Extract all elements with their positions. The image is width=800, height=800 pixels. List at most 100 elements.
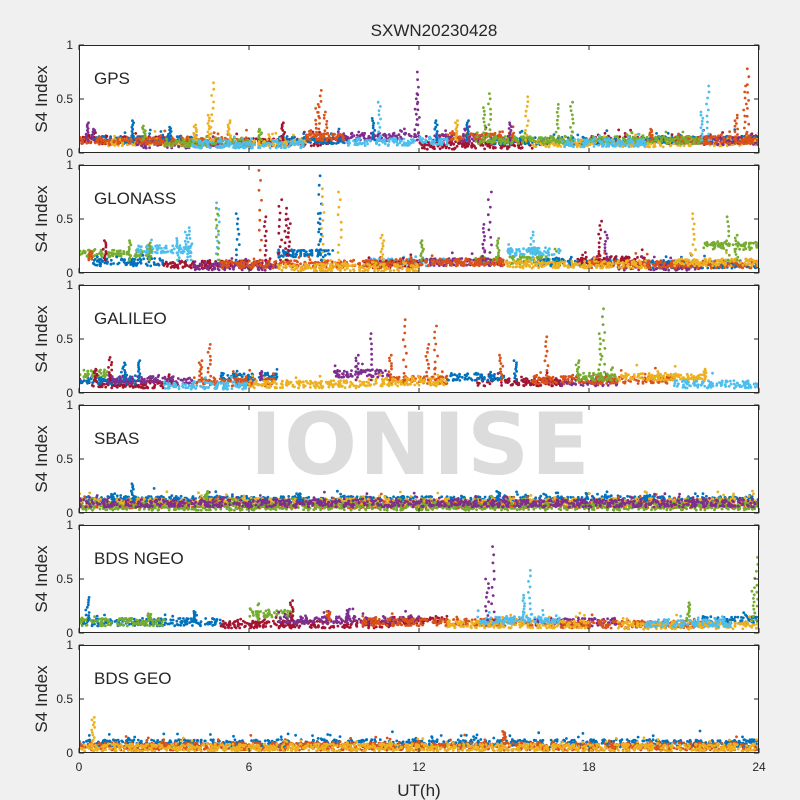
data-point [506, 134, 510, 138]
data-point [131, 132, 135, 136]
data-point [449, 131, 452, 135]
data-point [323, 129, 327, 133]
data-point [711, 247, 715, 251]
data-point [124, 263, 128, 267]
data-point [194, 135, 198, 139]
data-point [702, 142, 706, 146]
data-point [169, 145, 173, 149]
data-point [492, 142, 496, 146]
data-point [721, 131, 724, 134]
data-point [735, 122, 738, 125]
data-point [208, 146, 212, 150]
data-point [471, 133, 474, 137]
data-point [148, 146, 152, 150]
data-point [413, 107, 417, 111]
data-point [81, 142, 84, 145]
data-point [557, 138, 561, 142]
data-point [435, 134, 438, 138]
data-point [207, 119, 211, 123]
data-point [508, 255, 512, 259]
data-point [604, 138, 608, 142]
data-point [451, 137, 455, 141]
data-point [139, 248, 143, 252]
data-point [217, 140, 220, 144]
data-point [571, 121, 575, 125]
data-point [468, 135, 471, 139]
data-point [372, 121, 375, 125]
data-point [696, 142, 700, 146]
data-point [209, 138, 213, 142]
data-point [117, 261, 121, 265]
data-points [79, 169, 759, 273]
data-point [123, 131, 127, 135]
data-point [316, 103, 320, 106]
data-point [241, 146, 245, 149]
data-point [648, 138, 652, 142]
data-point [420, 139, 424, 143]
data-point [129, 263, 133, 266]
data-point [558, 249, 562, 253]
data-point [584, 139, 587, 142]
data-point [317, 127, 321, 131]
data-point [743, 96, 747, 100]
data-point [483, 147, 486, 151]
data-point [447, 141, 451, 145]
data-point [322, 116, 326, 120]
data-point [403, 264, 407, 268]
data-point [308, 253, 312, 256]
data-point [416, 138, 419, 142]
data-point [131, 123, 135, 127]
y-tick-label: 0.5 [56, 92, 73, 106]
data-point [557, 134, 561, 138]
data-point [312, 144, 316, 147]
data-point [159, 134, 163, 138]
data-point [489, 107, 492, 111]
data-point [454, 127, 458, 131]
data-point [676, 142, 680, 146]
data-point [179, 251, 183, 254]
data-point [462, 132, 465, 136]
data-point [254, 137, 258, 141]
data-point [226, 141, 230, 144]
data-point [324, 110, 327, 114]
data-point [370, 136, 374, 140]
data-point [525, 105, 529, 108]
data-point [744, 102, 748, 106]
data-point [212, 131, 216, 135]
data-point [550, 253, 554, 257]
data-point [707, 90, 711, 94]
data-point [466, 132, 470, 136]
data-point [326, 142, 330, 145]
data-point [483, 124, 487, 127]
data-point [515, 248, 518, 251]
data-point [707, 138, 711, 142]
data-point [314, 122, 318, 126]
data-point [168, 142, 172, 145]
data-point [189, 141, 192, 144]
data-point [560, 140, 564, 143]
data-point [614, 143, 618, 147]
data-point [607, 138, 610, 142]
data-point [693, 142, 697, 146]
data-point [376, 121, 380, 125]
data-point [753, 136, 756, 140]
data-point [92, 259, 96, 262]
data-point [320, 141, 323, 145]
data-point [139, 258, 143, 262]
data-point [148, 132, 152, 136]
data-point [120, 252, 123, 256]
data-point [371, 124, 375, 127]
data-point [538, 136, 541, 140]
data-point [525, 133, 529, 137]
data-point [743, 114, 747, 118]
data-point [214, 136, 218, 140]
data-point [122, 250, 126, 253]
data-point [98, 258, 102, 261]
data-point [304, 135, 308, 138]
data-point [739, 244, 743, 248]
data-point [279, 146, 283, 150]
data-point [157, 136, 161, 140]
data-point [455, 134, 458, 138]
data-point [425, 147, 429, 151]
